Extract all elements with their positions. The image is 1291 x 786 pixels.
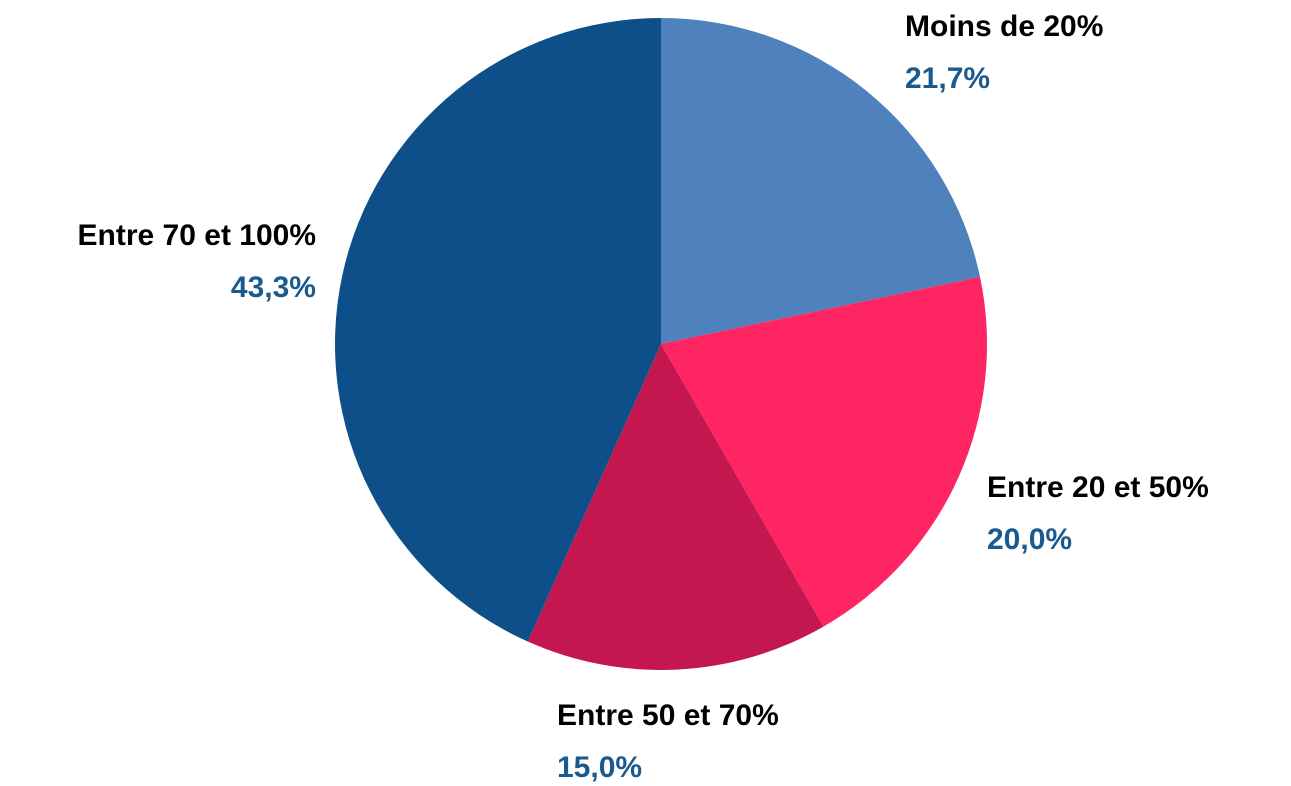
slice-label: Entre 70 et 100% [78, 219, 316, 252]
slice-label: Moins de 20% [905, 10, 1103, 43]
slice-value-label: 20,0% [987, 523, 1072, 556]
slice-value-label: 43,3% [231, 271, 316, 304]
slice-label: Entre 20 et 50% [987, 471, 1209, 504]
pie-slice [334, 18, 661, 642]
pie-slice [527, 344, 824, 670]
pie-slice [661, 18, 981, 344]
slice-value-label: 15,0% [557, 751, 642, 784]
slice-label: Entre 50 et 70% [557, 699, 779, 732]
slice-value-label: 21,7% [905, 62, 990, 95]
pie-slice [661, 276, 987, 627]
